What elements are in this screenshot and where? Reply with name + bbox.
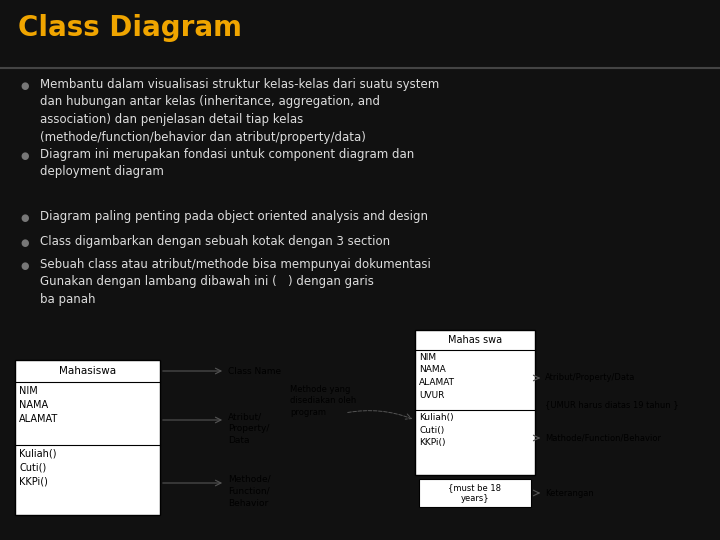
Text: ●: ● [20,238,29,248]
Text: ●: ● [20,81,29,91]
Text: Diagram paling penting pada object oriented analysis and design: Diagram paling penting pada object orien… [40,210,428,223]
Text: {must be 18
years}: {must be 18 years} [449,483,502,503]
Bar [15,360,160,515]
Text: Mahas swa: Mahas swa [448,335,502,345]
Text: ●: ● [20,151,29,161]
Text: ●: ● [20,213,29,223]
Text: Class Diagram: Class Diagram [18,14,242,42]
Text: Atribut/
Property/
Data: Atribut/ Property/ Data [228,412,269,444]
Text: Class digambarkan dengan sebuah kotak dengan 3 section: Class digambarkan dengan sebuah kotak de… [40,235,390,248]
Text: Class Name: Class Name [228,367,281,375]
Text: Keterangan: Keterangan [545,489,594,497]
Text: Kuliah()
Cuti()
KKPi(): Kuliah() Cuti() KKPi() [19,449,56,487]
Text: Sebuah class atau atribut/methode bisa mempunyai dokumentasi
Gunakan dengan lamb: Sebuah class atau atribut/methode bisa m… [40,258,431,306]
Text: Diagram ini merupakan fondasi untuk component diagram dan
deployment diagram: Diagram ini merupakan fondasi untuk comp… [40,148,414,179]
Text: Mahasiswa: Mahasiswa [59,366,116,376]
Text: {UMUR harus diatas 19 tahun }: {UMUR harus diatas 19 tahun } [545,401,679,409]
Bar [415,330,535,475]
Text: Mathode/Function/Behavior: Mathode/Function/Behavior [545,434,661,442]
Text: Atribut/Property/Data: Atribut/Property/Data [545,374,635,382]
Text: Membantu dalam visualisasi struktur kelas-kelas dari suatu system
dan hubungan a: Membantu dalam visualisasi struktur kela… [40,78,439,144]
Bar [419,479,531,507]
Text: Methode yang
disediakan oleh
program: Methode yang disediakan oleh program [290,385,356,417]
Text: ●: ● [20,261,29,271]
Text: NIM
NAMA
ALAMAT: NIM NAMA ALAMAT [19,386,58,424]
Text: Methode/
Function/
Behavior: Methode/ Function/ Behavior [228,475,271,508]
Text: NIM
NAMA
ALAMAT
UVUR: NIM NAMA ALAMAT UVUR [419,353,455,400]
Text: Kuliah()
Cuti()
KKPi(): Kuliah() Cuti() KKPi() [419,413,454,447]
